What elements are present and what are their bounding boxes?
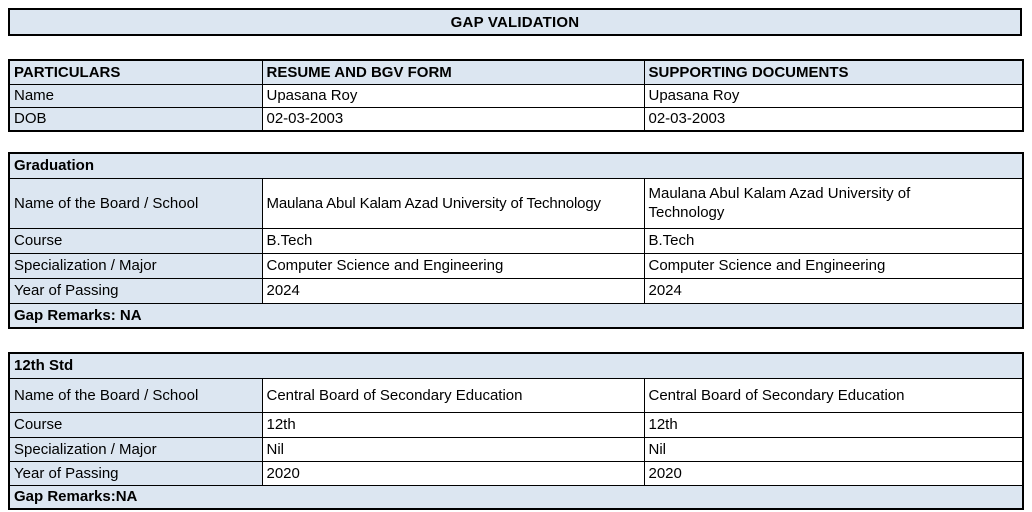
name-row: Name Upasana Roy Upasana Roy [8, 83, 1024, 108]
twelfth-year-label: Year of Passing [8, 460, 263, 486]
graduation-specialization-row: Specialization / Major Computer Science … [8, 252, 1024, 279]
twelfth-year-row: Year of Passing 2020 2020 [8, 460, 1024, 486]
header-resume-bgv-form: RESUME AND BGV FORM [261, 59, 645, 85]
twelfth-section-title: 12th Std [8, 352, 1024, 379]
name-docs-value: Upasana Roy [643, 83, 1024, 108]
graduation-course-resume-value: B.Tech [261, 227, 645, 254]
graduation-year-resume-value: 2024 [261, 277, 645, 304]
twelfth-course-docs-value: 12th [643, 411, 1024, 438]
graduation-table: Graduation Name of the Board / School Ma… [8, 152, 1025, 329]
twelfth-specialization-row: Specialization / Major Nil Nil [8, 436, 1024, 462]
graduation-board-label: Name of the Board / School [8, 177, 263, 229]
graduation-section-row: Graduation [8, 152, 1024, 179]
twelfth-board-label: Name of the Board / School [8, 377, 263, 413]
header-supporting-documents: SUPPORTING DOCUMENTS [643, 59, 1024, 85]
graduation-year-docs-value: 2024 [643, 277, 1024, 304]
dob-label: DOB [8, 106, 263, 132]
graduation-board-resume-value: Maulana Abul Kalam Azad University of Te… [261, 177, 645, 229]
graduation-year-row: Year of Passing 2024 2024 [8, 277, 1024, 304]
twelfth-gap-remarks: Gap Remarks:NA [8, 484, 1024, 510]
graduation-board-docs-value: Maulana Abul Kalam Azad University of Te… [643, 177, 1024, 229]
particulars-table: PARTICULARS RESUME AND BGV FORM SUPPORTI… [8, 59, 1024, 132]
name-resume-value: Upasana Roy [261, 83, 645, 108]
dob-docs-value: 02-03-2003 [643, 106, 1024, 132]
dob-row: DOB 02-03-2003 02-03-2003 [8, 106, 1024, 132]
graduation-section-title: Graduation [8, 152, 1024, 179]
twelfth-specialization-docs-value: Nil [643, 436, 1024, 462]
page-title: GAP VALIDATION [8, 8, 1022, 36]
twelfth-std-table: 12th Std Name of the Board / School Cent… [8, 352, 1024, 510]
twelfth-specialization-resume-value: Nil [261, 436, 645, 462]
graduation-gap-remarks-row: Gap Remarks: NA [8, 302, 1024, 329]
graduation-year-label: Year of Passing [8, 277, 263, 304]
twelfth-board-docs-value: Central Board of Secondary Education [643, 377, 1024, 413]
twelfth-course-resume-value: 12th [261, 411, 645, 438]
particulars-header-row: PARTICULARS RESUME AND BGV FORM SUPPORTI… [8, 59, 1024, 85]
dob-resume-value: 02-03-2003 [261, 106, 645, 132]
graduation-board-row: Name of the Board / School Maulana Abul … [8, 177, 1024, 229]
twelfth-board-resume-value: Central Board of Secondary Education [261, 377, 645, 413]
graduation-course-docs-value: B.Tech [643, 227, 1024, 254]
graduation-gap-remarks: Gap Remarks: NA [8, 302, 1024, 329]
twelfth-course-row: Course 12th 12th [8, 411, 1024, 438]
twelfth-board-row: Name of the Board / School Central Board… [8, 377, 1024, 413]
header-particulars: PARTICULARS [8, 59, 263, 85]
graduation-specialization-docs-value: Computer Science and Engineering [643, 252, 1024, 279]
graduation-course-row: Course B.Tech B.Tech [8, 227, 1024, 254]
name-label: Name [8, 83, 263, 108]
twelfth-gap-remarks-row: Gap Remarks:NA [8, 484, 1024, 510]
graduation-specialization-resume-value: Computer Science and Engineering [261, 252, 645, 279]
twelfth-year-docs-value: 2020 [643, 460, 1024, 486]
twelfth-section-row: 12th Std [8, 352, 1024, 379]
graduation-specialization-label: Specialization / Major [8, 252, 263, 279]
twelfth-year-resume-value: 2020 [261, 460, 645, 486]
twelfth-course-label: Course [8, 411, 263, 438]
graduation-course-label: Course [8, 227, 263, 254]
twelfth-specialization-label: Specialization / Major [8, 436, 263, 462]
